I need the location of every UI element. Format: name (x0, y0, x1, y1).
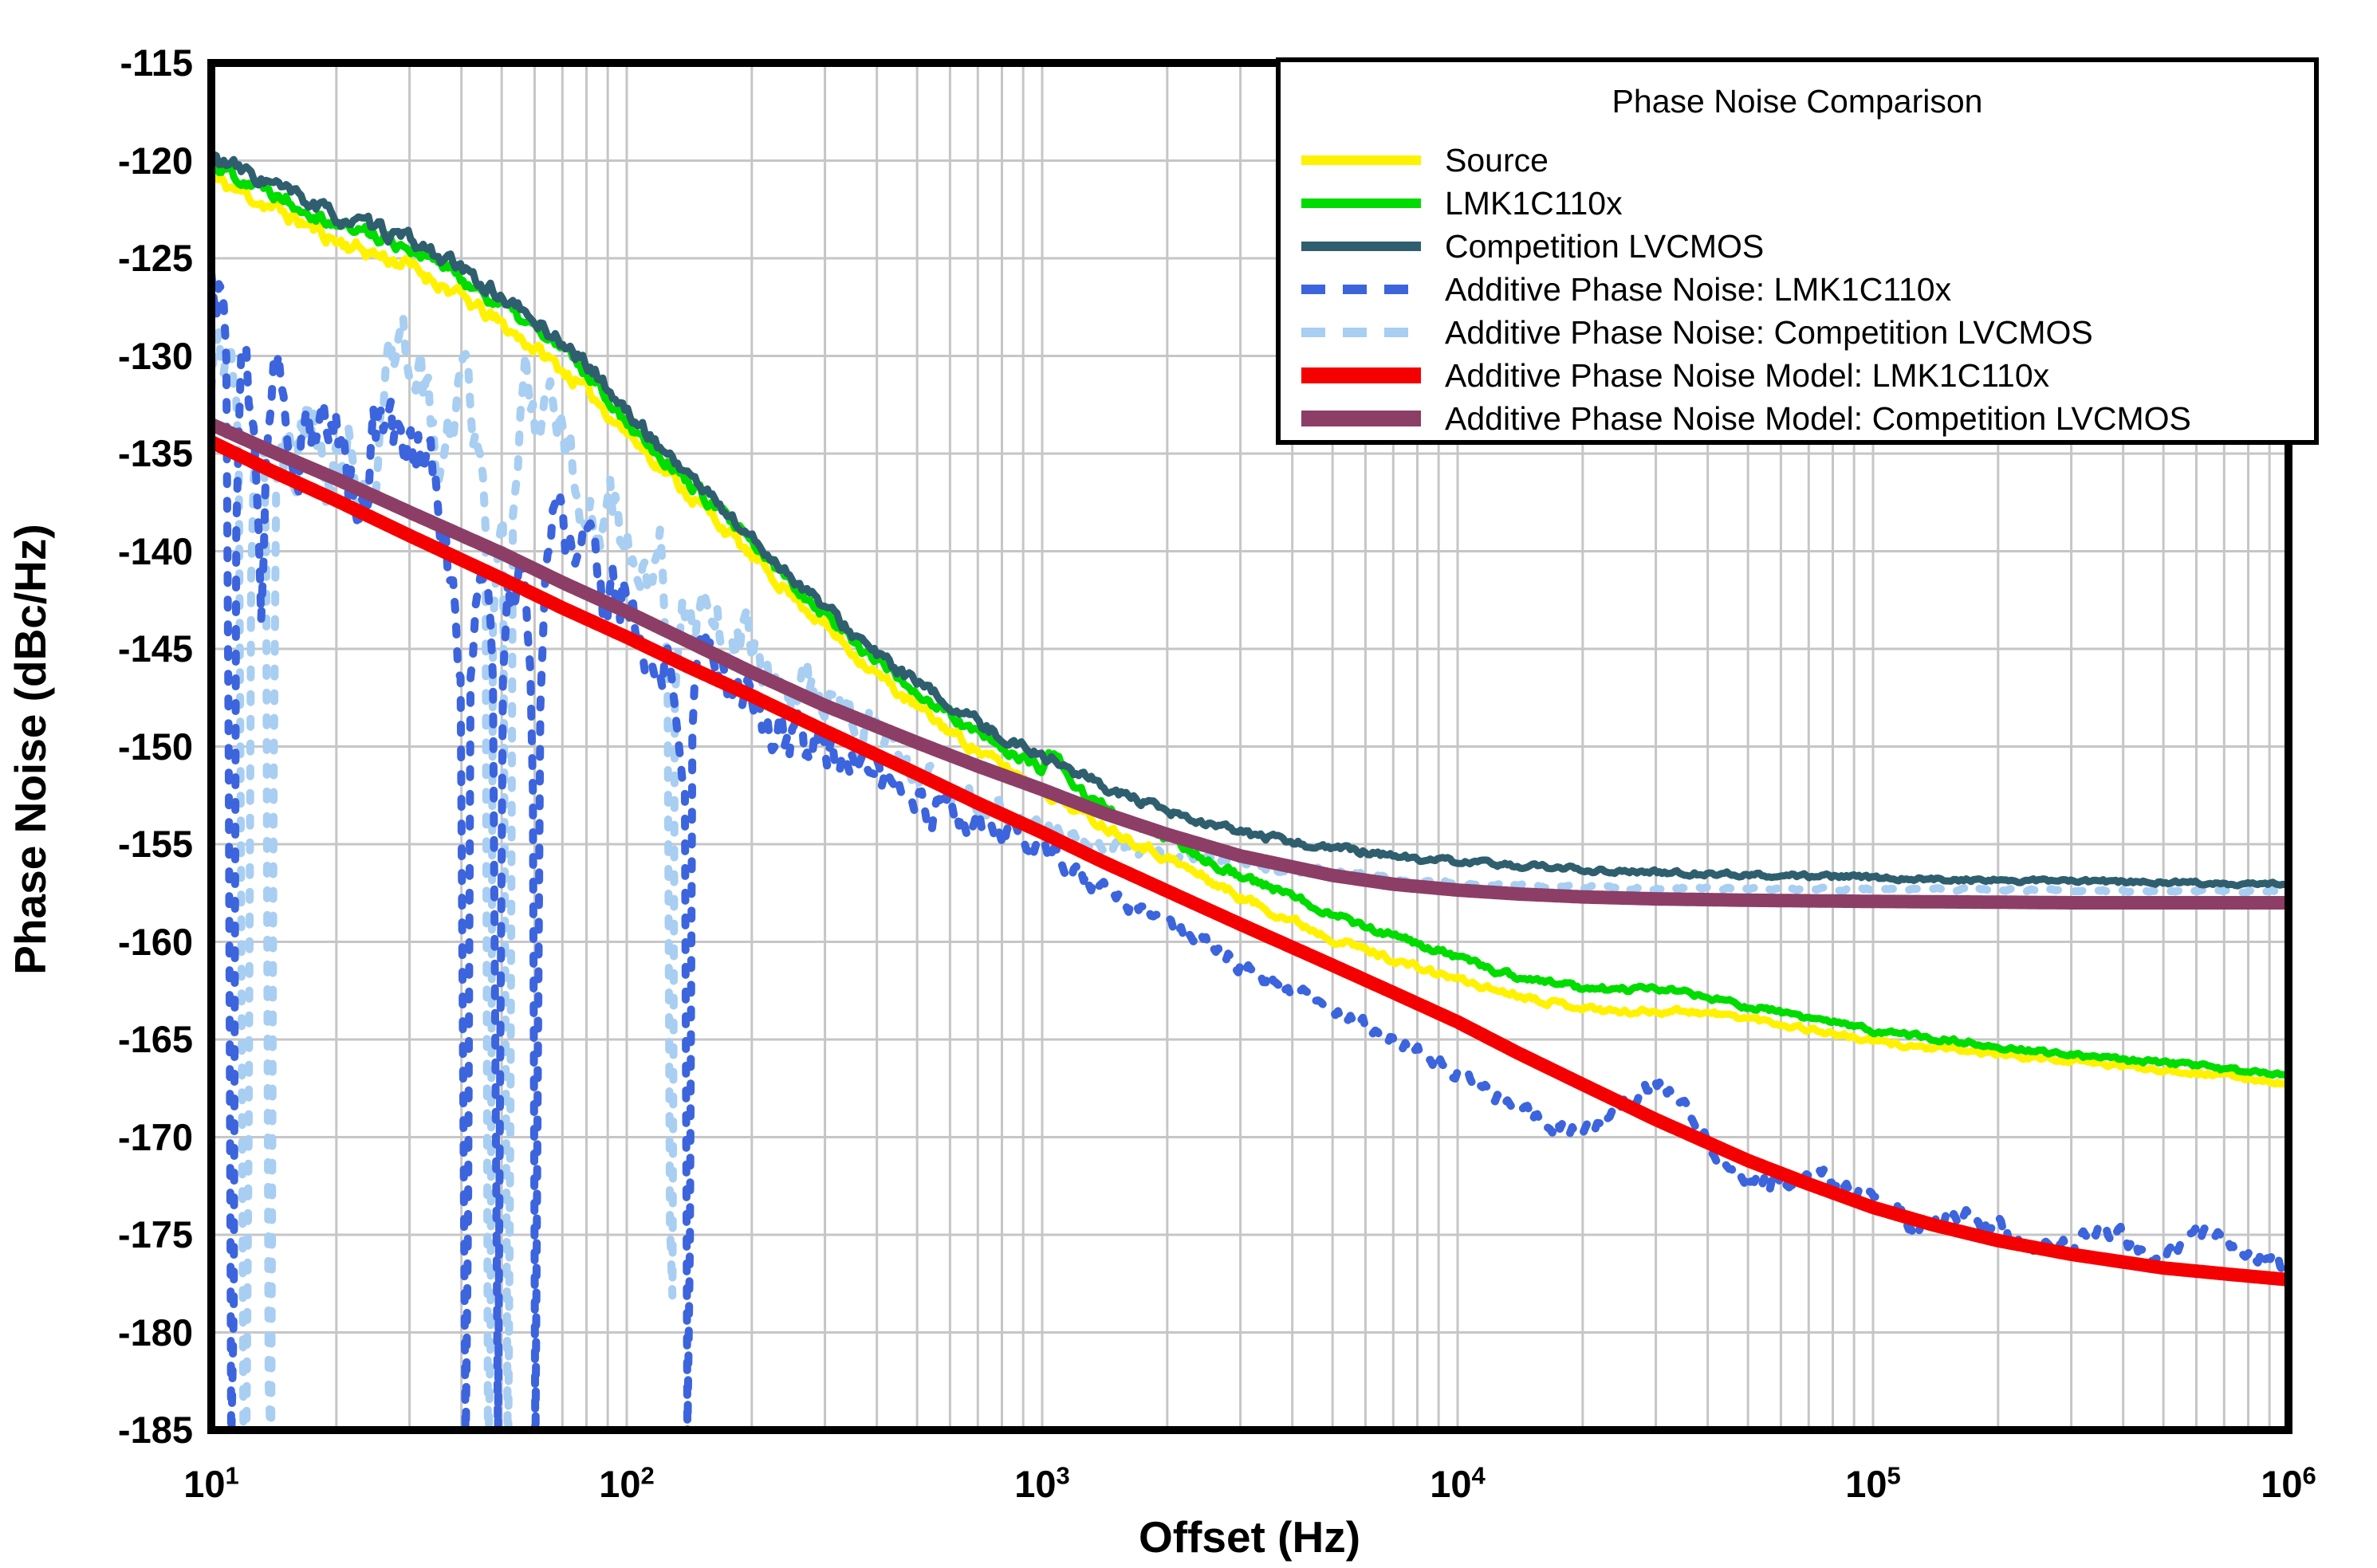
legend-item: Additive Phase Noise Model: Competition … (1281, 397, 2314, 440)
x-tick-label: 105 (1845, 1461, 1901, 1505)
y-tick-label: -125 (117, 237, 193, 279)
series-curves (211, 151, 2288, 1430)
x-tick-label: 103 (1014, 1461, 1070, 1505)
legend-item-label: Additive Phase Noise Model: Competition … (1445, 399, 2191, 437)
y-tick-label: -180 (117, 1311, 193, 1354)
y-tick-label: -165 (117, 1018, 193, 1060)
series-additive-phase-noise-model-competition-lvcmos (211, 418, 2288, 910)
y-tick-label: -140 (117, 529, 193, 572)
legend-item: LMK1C110x (1281, 182, 2314, 225)
y-tick-label: -175 (117, 1213, 193, 1256)
y-tick-label: -135 (117, 432, 193, 474)
y-tick-label: -115 (120, 41, 193, 84)
legend: Phase Noise Comparison Source LMK1C110x Co… (1276, 57, 2319, 445)
y-tick-label: -170 (117, 1115, 193, 1158)
series-additive-phase-noise-lmk1c110x (211, 269, 2288, 1430)
y-tick-label: -155 (117, 823, 193, 865)
x-tick-label: 101 (183, 1461, 239, 1505)
legend-line-sample-icon (1301, 155, 1421, 165)
legend-rows: Source LMK1C110x Competition LVCMOS Additiv… (1281, 139, 2314, 440)
x-axis-title: Offset (Hz) (1138, 1512, 1361, 1562)
legend-line-sample-icon (1301, 411, 1421, 426)
legend-item: Additive Phase Noise: LMK1C110x (1281, 268, 2314, 311)
legend-item: Competition LVCMOS (1281, 225, 2314, 268)
y-tick-label: -150 (117, 725, 193, 768)
series-competition-lvcmos (211, 151, 2288, 890)
x-tick-label: 102 (599, 1461, 655, 1505)
legend-line-sample-icon (1301, 328, 1421, 337)
legend-line-sample-icon (1301, 198, 1421, 208)
y-tick-label: -160 (117, 920, 193, 963)
legend-item-label: Source (1445, 141, 1549, 179)
legend-item-label: Additive Phase Noise: LMK1C110x (1445, 270, 1952, 308)
legend-item-label: Additive Phase Noise Model: LMK1C110x (1445, 356, 2050, 394)
legend-item: Additive Phase Noise: Competition LVCMOS (1281, 311, 2314, 354)
series-source (211, 174, 2288, 1088)
y-tick-label: -120 (117, 139, 193, 182)
legend-item: Additive Phase Noise Model: LMK1C110x (1281, 354, 2314, 397)
legend-title: Phase Noise Comparison (1612, 83, 1983, 120)
legend-line-sample-icon (1301, 367, 1421, 383)
legend-line-sample-icon (1301, 285, 1421, 294)
y-tick-label: -130 (117, 334, 193, 377)
x-tick-label: 104 (1430, 1461, 1486, 1505)
y-tick-label: -185 (117, 1409, 193, 1451)
legend-item-label: LMK1C110x (1445, 184, 1623, 222)
legend-item-label: Additive Phase Noise: Competition LVCMOS (1445, 313, 2093, 351)
x-tick-label: 106 (2261, 1461, 2316, 1505)
legend-item-label: Competition LVCMOS (1445, 227, 1765, 265)
y-tick-label: -145 (117, 627, 193, 670)
plot-border (207, 59, 2292, 1434)
series-additive-phase-noise-model-lmk1c110x (211, 435, 2288, 1287)
legend-item: Source (1281, 139, 2314, 182)
legend-line-sample-icon (1301, 242, 1421, 251)
